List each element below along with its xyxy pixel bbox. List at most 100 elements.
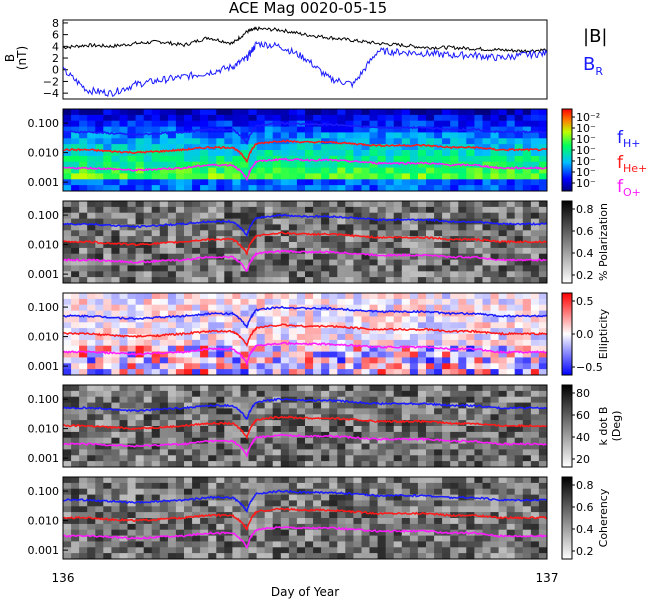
spectrogram-cell	[71, 506, 80, 513]
spectrogram-cell	[111, 179, 120, 186]
spectrogram-cell	[450, 506, 459, 513]
spectrogram-cell	[256, 512, 266, 519]
spectrogram-cell	[321, 201, 330, 208]
spectrogram-cell	[175, 316, 185, 323]
spectrogram-cell	[135, 363, 145, 370]
spectrogram-cell	[474, 201, 483, 208]
spectrogram-cell	[167, 506, 177, 513]
spectrogram-cell	[248, 357, 258, 364]
spectrogram-cell	[87, 259, 96, 266]
spectrogram-cell	[296, 185, 306, 191]
spectrogram-cell	[361, 271, 371, 278]
spectrogram-cell	[490, 547, 500, 554]
spectrogram-cell	[313, 316, 322, 323]
spectrogram-cell	[208, 385, 217, 392]
spectrogram-cell	[474, 553, 483, 559]
spectrogram-cell	[184, 396, 193, 404]
spectrogram-cell	[87, 293, 96, 300]
spectrogram-cell	[208, 547, 217, 554]
spectrogram-cell	[71, 369, 80, 375]
spectrogram-cell	[369, 506, 379, 513]
spectrogram-cell	[313, 518, 322, 525]
spectrogram-cell	[313, 500, 322, 507]
spectrogram-cell	[119, 506, 129, 513]
spectrogram-cell	[417, 390, 427, 398]
spectrogram-cell	[506, 535, 516, 542]
spectrogram-cell	[192, 334, 201, 341]
spectrogram-cell	[506, 144, 516, 151]
spectrogram-cell	[385, 345, 395, 353]
spectrogram-cell	[361, 396, 371, 404]
spectrogram-cell	[426, 334, 435, 341]
spectrogram-cell	[79, 523, 88, 531]
spectrogram-cell	[530, 535, 540, 542]
spectrogram-cell	[401, 328, 411, 335]
spectrogram-cell	[71, 363, 80, 370]
spectrogram-cell	[401, 161, 411, 169]
spectrogram-cell	[466, 316, 475, 323]
spectrogram-cell	[321, 529, 330, 537]
spectrogram-cell	[119, 363, 129, 370]
spectrogram-cell	[192, 500, 201, 507]
spectrogram-cell	[530, 201, 540, 208]
spectrogram-cell	[192, 363, 201, 370]
spectrogram-cell	[224, 408, 233, 415]
spectrogram-cell	[224, 357, 233, 364]
spectrogram-cell	[184, 230, 193, 237]
spectrogram-cell	[79, 247, 88, 255]
spectrogram-cell	[192, 242, 201, 249]
spectrogram-cell	[95, 396, 104, 404]
spectrogram-cell	[184, 242, 193, 249]
panel1-y-tick-label: −2	[43, 75, 59, 88]
spectrogram-cell	[216, 144, 225, 151]
spectrogram-cell	[506, 201, 516, 208]
spectrogram-cell	[167, 494, 177, 501]
spectrogram-cell	[256, 518, 266, 525]
spectrogram-cell	[135, 461, 145, 467]
spectrogram-cell	[184, 351, 193, 358]
spectrogram-cell	[135, 482, 145, 490]
spectrogram-cell	[167, 236, 177, 243]
spectrogram-cell	[353, 461, 362, 467]
spectrogram-cell	[426, 310, 435, 317]
spectrogram-cell	[506, 426, 516, 433]
spectrogram-cell	[224, 259, 233, 266]
spectrogram-cell	[321, 161, 330, 169]
spectrogram-cell	[377, 298, 387, 306]
spectrogram-cell	[305, 437, 314, 445]
spectrogram-cell	[71, 167, 80, 174]
spectrogram-cell	[135, 201, 145, 208]
spectrogram-cell	[377, 212, 387, 220]
spectrogram-cell	[272, 132, 282, 139]
spectrogram-cell	[426, 547, 435, 554]
spectrogram-cell	[305, 541, 314, 548]
spectrogram-cell	[514, 414, 524, 421]
spectrogram-cell	[458, 206, 467, 214]
spectrogram-cell	[321, 402, 330, 409]
spectrogram-cell	[87, 494, 96, 501]
spectrogram-cell	[184, 155, 193, 163]
spectrogram-cell	[256, 109, 266, 116]
spectrogram-cell	[458, 547, 467, 554]
spectrogram-cell	[151, 494, 161, 501]
spectrogram-cell	[450, 357, 459, 364]
spectrogram-cell	[458, 298, 467, 306]
spectrogram-cell	[442, 259, 451, 266]
spectrogram-cell	[248, 150, 258, 157]
spectrogram-cell	[119, 114, 129, 122]
spectrogram-cell	[458, 369, 467, 375]
spectrogram-cell	[337, 426, 346, 433]
spectrogram-cell	[361, 351, 371, 358]
spectrogram-cell	[127, 396, 137, 404]
spectrogram-cell	[79, 114, 88, 122]
spectrogram-cell	[103, 396, 112, 404]
spectrogram-cell	[353, 138, 362, 145]
spectrogram-cell	[135, 351, 145, 358]
spectrogram-cell	[272, 253, 282, 261]
spectrogram-cell	[321, 494, 330, 501]
spectrogram-cell	[256, 173, 266, 180]
spectrogram-cell	[442, 396, 451, 404]
spectrogram-cell	[321, 259, 330, 266]
spectrogram-cell	[337, 334, 346, 341]
spectrogram-cell	[522, 277, 532, 283]
